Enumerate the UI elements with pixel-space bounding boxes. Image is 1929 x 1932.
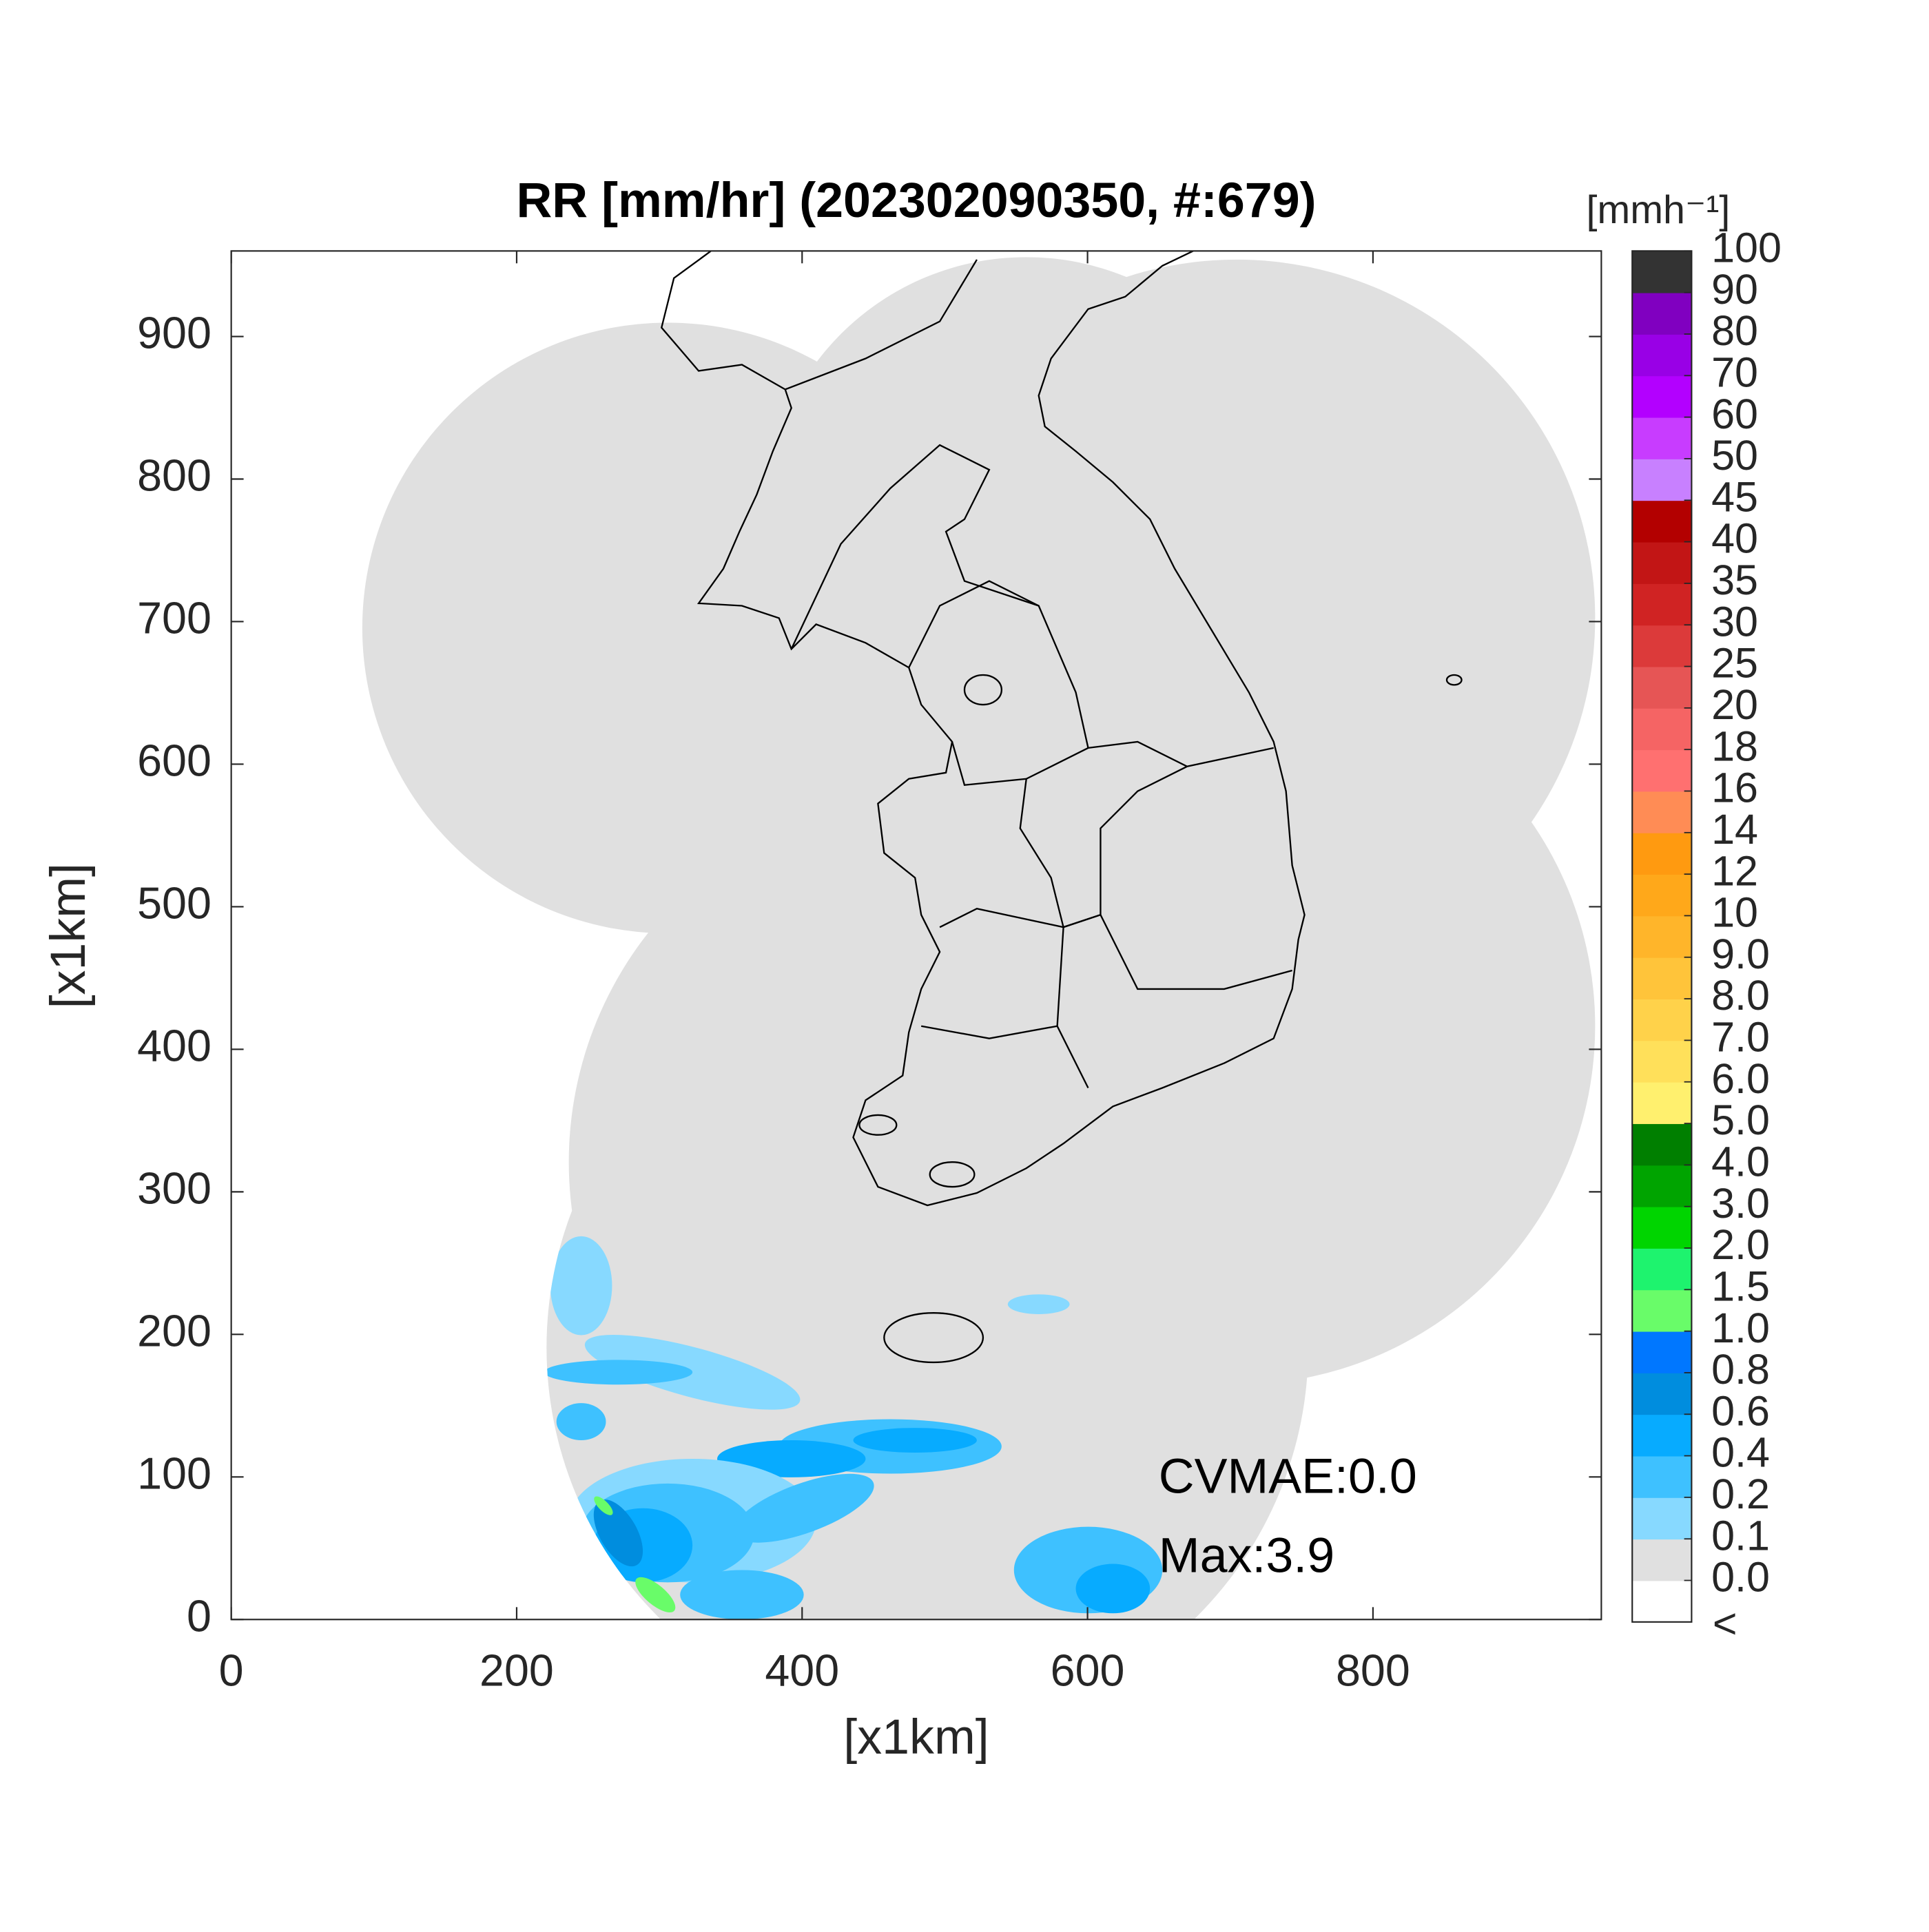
y-axis-label: [x1km]: [41, 863, 96, 1008]
y-tick-label: 600: [137, 736, 212, 786]
colorbar-segment: [1632, 417, 1692, 459]
colorbar-segment: [1632, 541, 1692, 584]
colorbar-segment: [1632, 1206, 1692, 1249]
colorbar-segment: [1632, 749, 1692, 792]
colorbar-tick-label: 2.0: [1711, 1221, 1770, 1268]
colorbar-segment: [1632, 1248, 1692, 1291]
colorbar-tick-label: 0.6: [1711, 1387, 1770, 1434]
colorbar-segment: [1632, 625, 1692, 667]
colorbar-segment: [1632, 1331, 1692, 1373]
colorbar-segment: [1632, 583, 1692, 626]
x-tick-label: 800: [1336, 1645, 1410, 1695]
x-tick-label: 0: [219, 1645, 244, 1695]
colorbar-segment: [1632, 1414, 1692, 1457]
colorbar-tick-label: 60: [1711, 391, 1758, 437]
colorbar-segment: [1632, 707, 1692, 751]
x-tick-label: 200: [479, 1645, 554, 1695]
y-tick-label: 700: [137, 594, 212, 643]
colorbar-tick-label: 10: [1711, 889, 1758, 936]
colorbar-segment: [1632, 1081, 1692, 1124]
colorbar-segment: [1632, 915, 1692, 958]
colorbar-segment: [1632, 292, 1692, 335]
colorbar-segment: [1632, 458, 1692, 501]
colorbar-tick-label: 0.1: [1711, 1512, 1770, 1559]
colorbar-tick-label: 35: [1711, 557, 1758, 603]
colorbar-segment: [1632, 500, 1692, 543]
y-tick-label: 900: [137, 309, 212, 358]
colorbar-tick-label: 0.0: [1711, 1554, 1770, 1601]
colorbar-segment: [1632, 1580, 1692, 1623]
colorbar-tick-label: 80: [1711, 307, 1758, 354]
plot-frame: [230, 250, 1602, 1621]
colorbar-tick-label: 7.0: [1711, 1014, 1770, 1061]
colorbar-segment: [1632, 333, 1692, 377]
colorbar-tick-label: 100: [1711, 224, 1782, 271]
colorbar-tick-label: 9.0: [1711, 931, 1770, 977]
y-tick-label: 0: [187, 1591, 212, 1641]
colorbar-tick-label: 18: [1711, 723, 1758, 769]
colorbar-tick-label: 0.4: [1711, 1429, 1770, 1476]
colorbar-tick-label: 12: [1711, 847, 1758, 894]
colorbar-tick-label: 25: [1711, 640, 1758, 687]
colorbar-segment: [1632, 999, 1692, 1041]
colorbar-tick-label: 20: [1711, 681, 1758, 728]
colorbar-segment: [1632, 1040, 1692, 1083]
map: [362, 251, 1596, 1620]
y-tick-label: 800: [137, 451, 212, 501]
colorbar-tick-label: 90: [1711, 266, 1758, 313]
y-tick-label: 300: [137, 1163, 212, 1213]
colorbar-tick-label: 5.0: [1711, 1097, 1770, 1143]
colorbar-segment: [1632, 251, 1692, 293]
x-tick-label: 600: [1051, 1645, 1125, 1695]
precipitation: [546, 1236, 1163, 1620]
colorbar-segment: [1632, 832, 1692, 875]
colorbar-segment: [1632, 1372, 1692, 1415]
y-tick-label: 500: [137, 878, 212, 928]
colorbar-segment: [1632, 1455, 1692, 1498]
colorbar-tick-label: 6.0: [1711, 1055, 1770, 1102]
colorbar-segment: [1632, 791, 1692, 833]
y-tick-label: 200: [137, 1306, 212, 1355]
colorbar-segment: [1632, 1165, 1692, 1207]
colorbar-segment: [1632, 666, 1692, 709]
coastline: [660, 251, 1463, 1364]
colorbar-segment: [1632, 1497, 1692, 1540]
annotation: CVMAE:0.0: [1159, 1448, 1417, 1504]
colorbar-tick-label: <: [1713, 1600, 1737, 1647]
colorbar-tick-label: 0.2: [1711, 1471, 1770, 1517]
colorbar-segment: [1632, 874, 1692, 917]
x-axis-label: [x1km]: [843, 1710, 989, 1765]
chart-title: RR [mm/hr] (202302090350, #:679): [516, 173, 1316, 228]
colorbar-tick-label: 14: [1711, 806, 1758, 853]
colorbar-segment: [1632, 1289, 1692, 1332]
colorbar-tick-label: 0.8: [1711, 1346, 1770, 1393]
colorbar-tick-label: 30: [1711, 598, 1758, 645]
colorbar-segment: [1632, 1539, 1692, 1581]
annotation: Max:3.9: [1159, 1528, 1334, 1583]
colorbar-tick-label: 3.0: [1711, 1180, 1770, 1227]
colorbar-tick-label: 8.0: [1711, 972, 1770, 1019]
colorbar-segment: [1632, 375, 1692, 418]
colorbar-label: [mmh⁻¹]: [1586, 188, 1730, 232]
colorbar-tick-label: 4.0: [1711, 1138, 1770, 1185]
colorbar-tick-label: 16: [1711, 765, 1758, 811]
colorbar-tick-label: 70: [1711, 349, 1758, 395]
y-tick-label: 400: [137, 1021, 212, 1070]
colorbar-tick-label: 1.0: [1711, 1305, 1770, 1351]
colorbar-tick-label: 1.5: [1711, 1263, 1770, 1309]
colorbar-tick-label: 50: [1711, 432, 1758, 479]
colorbar-tick-label: 40: [1711, 515, 1758, 562]
y-tick-label: 100: [137, 1448, 212, 1498]
colorbar-frame: [1631, 250, 1693, 1623]
x-tick-label: 400: [765, 1645, 839, 1695]
colorbar-tick-label: 45: [1711, 473, 1758, 520]
colorbar-segment: [1632, 1123, 1692, 1166]
colorbar-segment: [1632, 957, 1692, 999]
